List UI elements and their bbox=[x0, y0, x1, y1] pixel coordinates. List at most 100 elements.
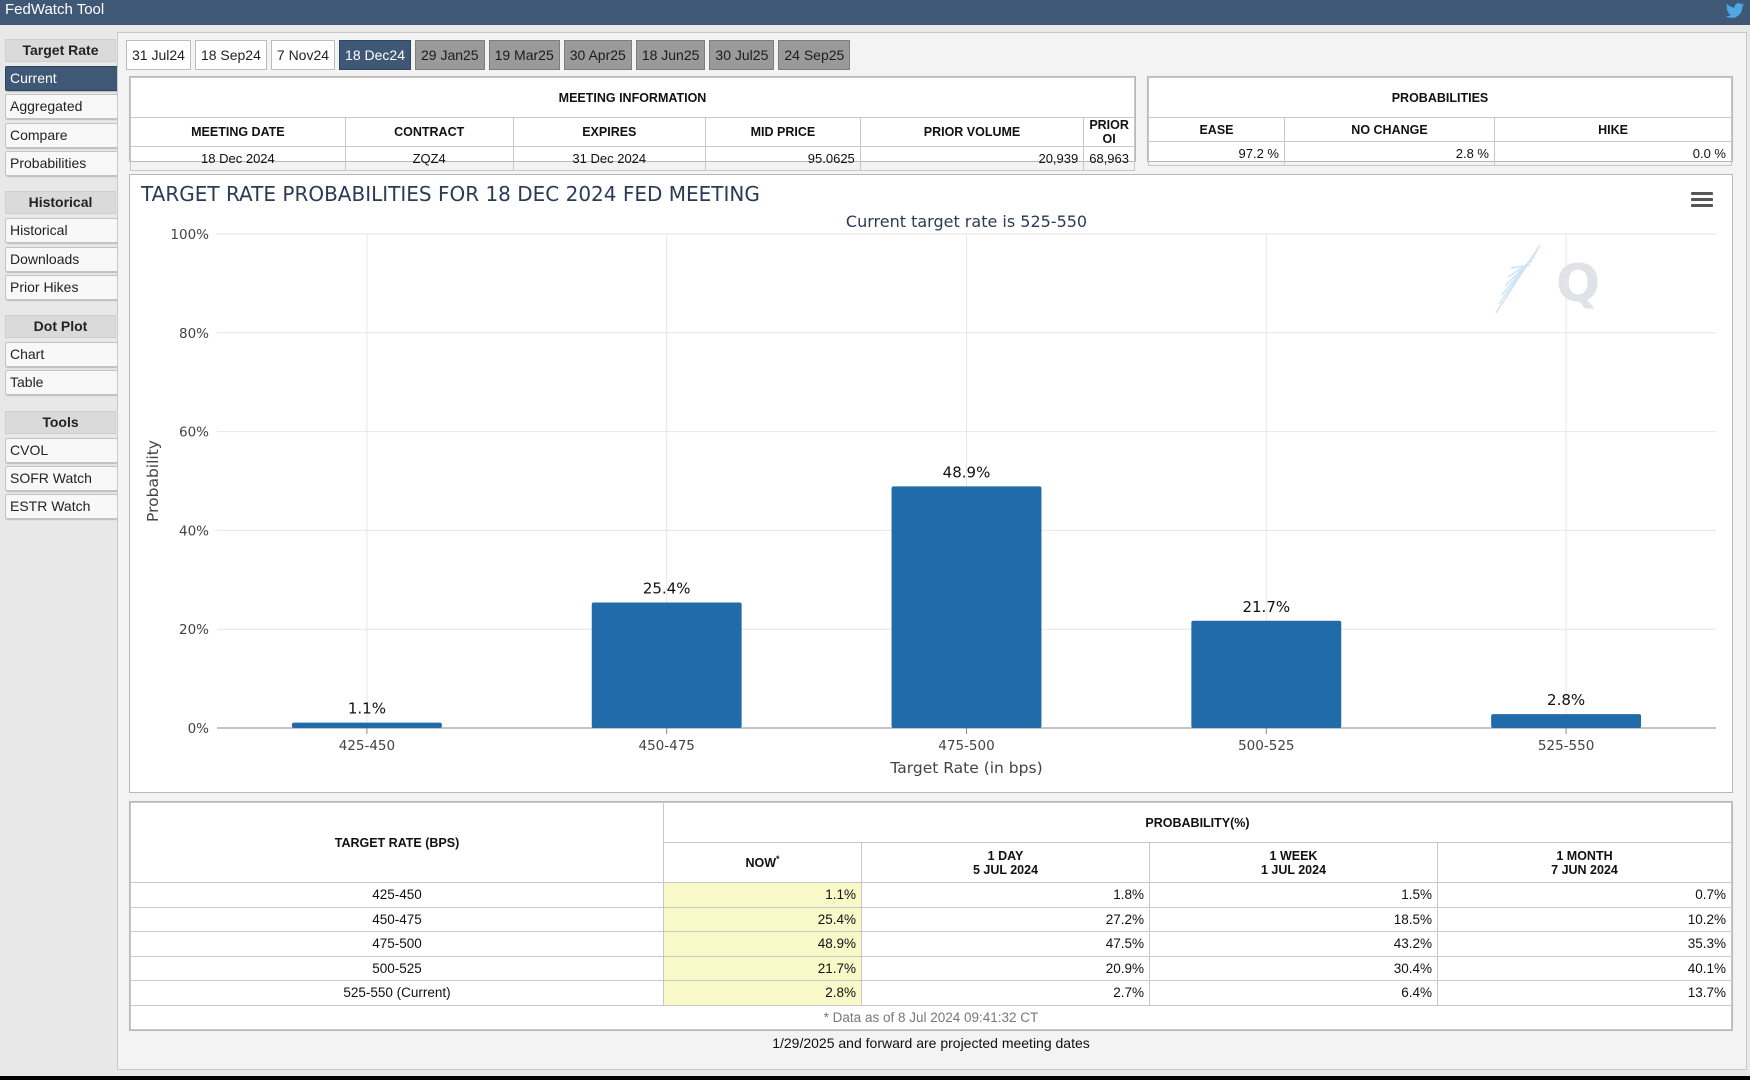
probabilities-box: PROBABILITIES EASE NO CHANGE HIKE 97.2 % 2.… bbox=[1147, 76, 1733, 166]
meeting-info-value-expires: 31 Dec 2024 bbox=[512, 146, 707, 171]
meeting-info-header-mid-price: MID PRICE bbox=[705, 117, 861, 147]
data-label-425-450: 1.1% bbox=[348, 700, 386, 718]
tab-31-jul24[interactable]: 31 Jul24 bbox=[126, 40, 191, 70]
y-axis-label: Probability bbox=[144, 440, 162, 522]
twitter-icon[interactable] bbox=[1724, 1, 1746, 21]
sidebar-item-sofr-watch[interactable]: SOFR Watch bbox=[5, 466, 118, 491]
hamburger-menu-icon[interactable] bbox=[1691, 192, 1713, 210]
1-month-cell: 40.1% bbox=[1437, 955, 1732, 981]
x-axis-label: Target Rate (in bps) bbox=[889, 759, 1042, 777]
tab-18-sep24[interactable]: 18 Sep24 bbox=[194, 40, 267, 70]
1-week-cell: 43.2% bbox=[1149, 931, 1438, 957]
sidebar-heading-target-rate: Target Rate bbox=[5, 39, 116, 62]
sidebar-heading-dot-plot: Dot Plot bbox=[5, 315, 116, 339]
sidebar-item-compare[interactable]: Compare bbox=[5, 122, 118, 148]
sidebar-item-table[interactable]: Table bbox=[5, 370, 118, 396]
chart-svg: TARGET RATE PROBABILITIES FOR 18 DEC 202… bbox=[140, 182, 1716, 777]
now-cell: 48.9% bbox=[663, 931, 862, 957]
data-label-475-500: 48.9% bbox=[943, 463, 991, 481]
y-tick-label: 80% bbox=[179, 326, 209, 342]
table-row: 500-525 21.7% 20.9% 30.4% 40.1% bbox=[130, 955, 1732, 981]
1-week-cell: 6.4% bbox=[1149, 980, 1438, 1006]
sidebar-item-cvol[interactable]: CVOL bbox=[5, 437, 118, 463]
data-label-500-525: 21.7% bbox=[1242, 598, 1290, 616]
meeting-info-value-prior-volume: 20,939 bbox=[859, 146, 1085, 171]
sidebar-item-historical[interactable]: Historical bbox=[5, 218, 118, 244]
sidebar-item-current[interactable]: Current bbox=[5, 66, 118, 91]
table-row: 475-500 48.9% 47.5% 43.2% 35.3% bbox=[130, 931, 1732, 957]
probabilities-value-ease: 97.2 % bbox=[1148, 141, 1285, 166]
watermark-logo: Q bbox=[1495, 244, 1600, 314]
table-row: 525-550 (Current) 2.8% 2.7% 6.4% 13.7% bbox=[130, 980, 1732, 1006]
sidebar-item-prior-hikes[interactable]: Prior Hikes bbox=[5, 274, 118, 300]
tab-18-dec24[interactable]: 18 Dec24 bbox=[339, 40, 411, 70]
col-now: NOW* bbox=[663, 842, 862, 883]
sidebar-heading-tools: Tools bbox=[5, 410, 116, 434]
target-rate-cell: 450-475 bbox=[130, 906, 664, 932]
target-rate-cell: 500-525 bbox=[130, 955, 664, 981]
sidebar-heading-historical: Historical bbox=[5, 191, 116, 215]
meeting-tabs: 31 Jul24 18 Sep24 7 Nov24 18 Dec24 29 Jan25 1… bbox=[126, 40, 851, 70]
tab-18-jun25[interactable]: 18 Jun25 bbox=[635, 40, 706, 70]
tab-30-apr25[interactable]: 30 Apr25 bbox=[563, 40, 632, 70]
data-label-525-550: 2.8% bbox=[1547, 691, 1585, 709]
now-cell: 25.4% bbox=[663, 906, 862, 932]
x-tick-label: 500-525 bbox=[1238, 738, 1294, 754]
target-rate-cell: 525-550 (Current) bbox=[130, 980, 664, 1006]
col-probability-group: PROBABILITY(%) bbox=[663, 802, 1732, 843]
now-cell: 1.1% bbox=[663, 882, 862, 908]
sidebar-item-estr-watch[interactable]: ESTR Watch bbox=[5, 494, 118, 520]
sidebar-item-aggregated[interactable]: Aggregated bbox=[5, 94, 118, 120]
meeting-info-header-meeting-date: MEETING DATE bbox=[130, 117, 346, 147]
table-row: 425-450 1.1% 1.8% 1.5% 0.7% bbox=[130, 882, 1732, 908]
meeting-info-caption: MEETING INFORMATION bbox=[130, 77, 1135, 118]
tab-7-nov24[interactable]: 7 Nov24 bbox=[270, 40, 336, 70]
bar-425-450[interactable] bbox=[291, 722, 442, 728]
main-panel: 31 Jul24 18 Sep24 7 Nov24 18 Dec24 29 Jan25 1… bbox=[117, 32, 1747, 1070]
chart-subtitle: Current target rate is 525-550 bbox=[846, 212, 1087, 231]
tab-19-mar25[interactable]: 19 Mar25 bbox=[488, 40, 560, 70]
bar-475-500[interactable] bbox=[891, 486, 1042, 728]
now-cell: 2.8% bbox=[663, 980, 862, 1006]
bar-500-525[interactable] bbox=[1191, 620, 1342, 728]
1-day-cell: 20.9% bbox=[861, 955, 1150, 981]
probabilities-value-no-change: 2.8 % bbox=[1284, 141, 1495, 166]
1-day-cell: 47.5% bbox=[861, 931, 1150, 957]
probabilities-value-hike: 0.0 % bbox=[1494, 141, 1732, 166]
probabilities-value-row: 97.2 % 2.8 % 0.0 % bbox=[1148, 141, 1732, 166]
y-tick-label: 40% bbox=[179, 523, 209, 539]
col-1-day: 1 DAY 5 JUL 2024 bbox=[861, 842, 1150, 883]
probabilities-header-hike: HIKE bbox=[1494, 117, 1732, 142]
meeting-information-box: MEETING INFORMATION MEETING DATE CONTRACT… bbox=[129, 76, 1136, 171]
col-target-rate: TARGET RATE (BPS) bbox=[130, 802, 664, 883]
probabilities-caption: PROBABILITIES bbox=[1148, 77, 1732, 118]
tab-30-jul25[interactable]: 30 Jul25 bbox=[709, 40, 775, 70]
meeting-info-header-row: MEETING DATE CONTRACT EXPIRES MID PRICE PRIO… bbox=[130, 117, 1135, 147]
tab-29-jan25[interactable]: 29 Jan25 bbox=[414, 40, 485, 70]
1-day-cell: 1.8% bbox=[861, 882, 1150, 908]
sidebar-item-probabilities[interactable]: Probabilities bbox=[5, 150, 118, 176]
bar-450-475[interactable] bbox=[591, 602, 742, 728]
tab-24-sep25[interactable]: 24 Sep25 bbox=[778, 40, 851, 70]
y-tick-label: 60% bbox=[179, 425, 209, 441]
app-title-bar: FedWatch Tool bbox=[0, 0, 1750, 25]
target-rate-cell: 425-450 bbox=[130, 882, 664, 908]
projected-dates-footnote: 1/29/2025 and forward are projected meet… bbox=[772, 1035, 1090, 1051]
y-tick-label: 20% bbox=[179, 622, 209, 638]
y-tick-label: 100% bbox=[170, 227, 209, 243]
data-timestamp-note: * Data as of 8 Jul 2024 09:41:32 CT bbox=[130, 1004, 1732, 1030]
app-body: Target Rate Current Aggregated Compare Proba… bbox=[0, 25, 1750, 1076]
y-tick-label: 0% bbox=[188, 721, 210, 737]
bar-525-550[interactable] bbox=[1491, 714, 1642, 728]
probability-table: TARGET RATE (BPS) PROBABILITY(%) NOW* 1 … bbox=[129, 801, 1733, 1031]
sidebar-item-downloads[interactable]: Downloads bbox=[5, 246, 118, 272]
x-tick-label: 475-500 bbox=[938, 738, 994, 754]
meeting-info-header-contract: CONTRACT bbox=[344, 117, 514, 147]
meeting-info-header-expires: EXPIRES bbox=[512, 117, 707, 147]
sidebar-item-chart[interactable]: Chart bbox=[5, 342, 118, 368]
meeting-info-value-mid-price: 95.0625 bbox=[705, 146, 861, 171]
data-label-450-475: 25.4% bbox=[643, 580, 691, 598]
x-tick-label: 450-475 bbox=[638, 738, 694, 754]
1-week-cell: 18.5% bbox=[1149, 906, 1438, 932]
meeting-info-header-prior-oi: PRIOR OI bbox=[1083, 117, 1135, 147]
